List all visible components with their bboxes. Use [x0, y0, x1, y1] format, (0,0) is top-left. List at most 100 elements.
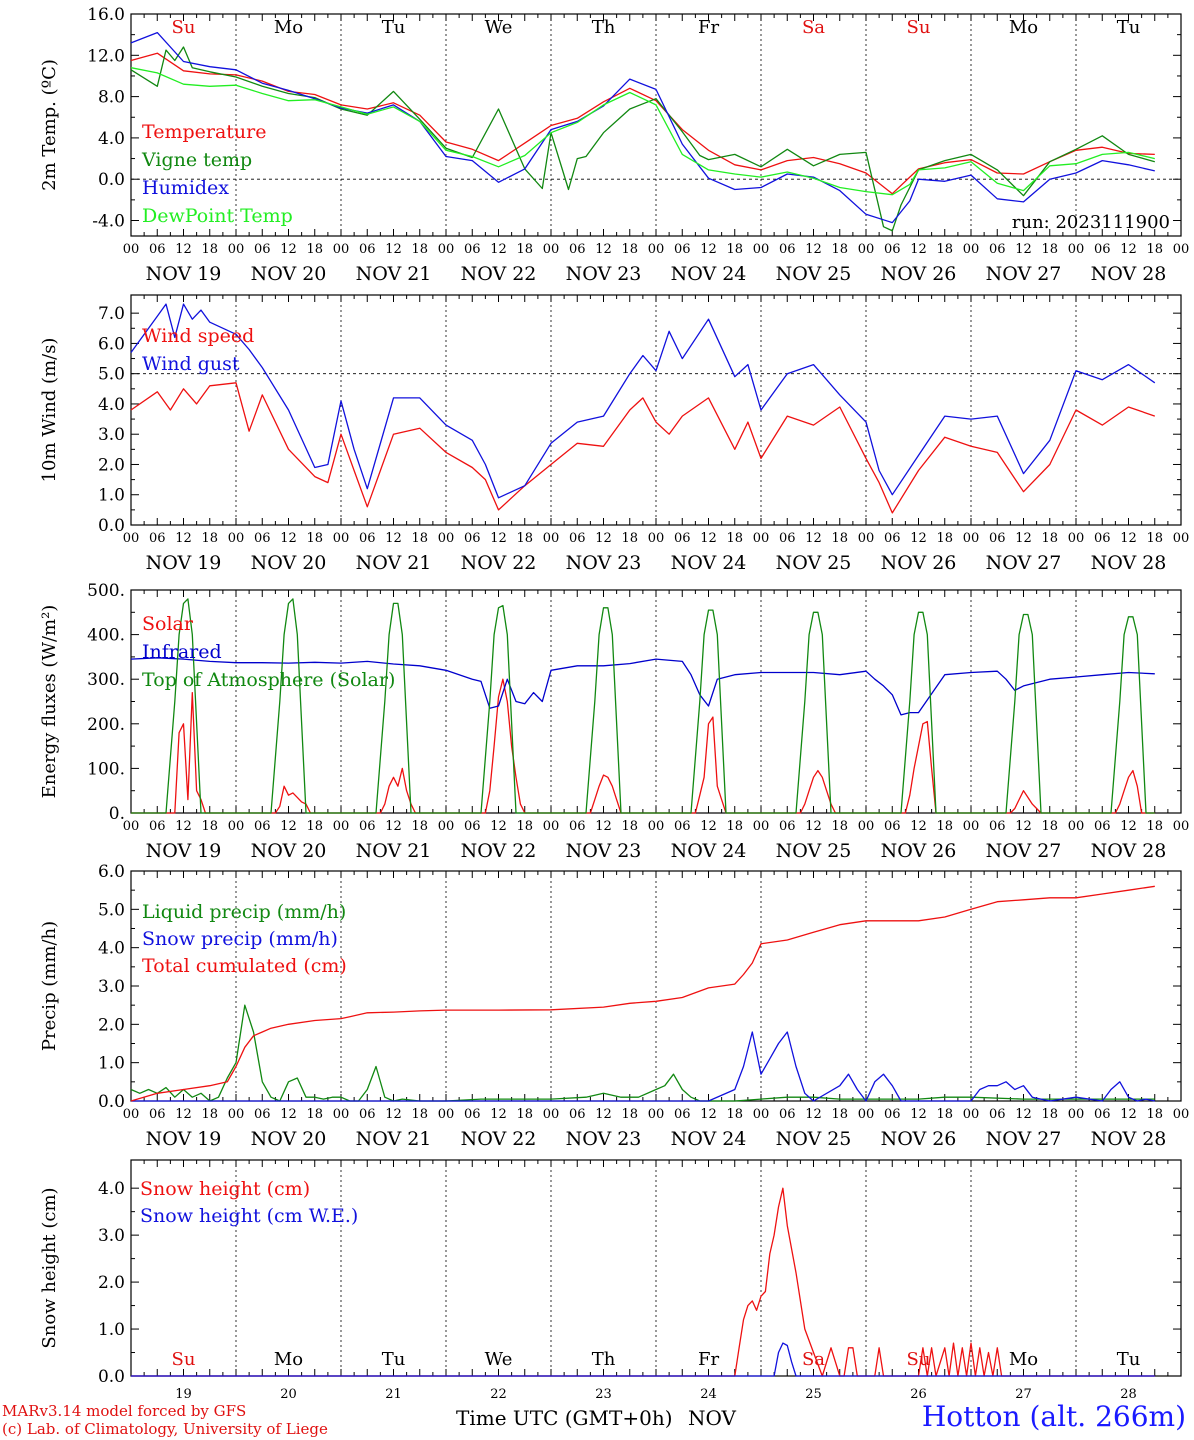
x-hour-label: 00: [963, 242, 980, 257]
weekday-label: Tu: [1117, 17, 1141, 38]
x-hour-label: 00: [228, 242, 245, 257]
x-day-label: NOV 24: [671, 263, 747, 285]
x-hour-label: 18: [306, 1107, 323, 1122]
y-tick-label: 2.0: [98, 1273, 125, 1293]
x-hour-label: 12: [805, 531, 822, 546]
x-hour-label: 12: [490, 531, 507, 546]
y-tick-label: 6.0: [98, 334, 125, 354]
x-hour-label: 18: [1146, 819, 1163, 834]
x-day-label: NOV 26: [881, 552, 957, 574]
x-day-label: NOV 20: [251, 263, 327, 285]
y-tick-label: 0.0: [98, 1092, 125, 1112]
series-line-liquid-precip-mm-h-: [130, 1004, 1155, 1102]
x-hour-label: 12: [700, 531, 717, 546]
x-hour-label: 00: [543, 819, 560, 834]
x-hour-label: 00: [648, 242, 665, 257]
x-hour-label: 06: [254, 1107, 271, 1122]
x-hour-label: 18: [1146, 242, 1163, 257]
x-day-label: NOV 22: [461, 552, 537, 574]
x-hour-label: 18: [516, 819, 533, 834]
x-hour-label: 00: [753, 531, 770, 546]
x-hour-label: 18: [1041, 531, 1058, 546]
x-hour-label: 12: [280, 819, 297, 834]
x-hour-label: 18: [201, 1107, 218, 1122]
series-line-snow-height-cm-w-e-: [131, 1342, 1155, 1377]
x-hour-label: 12: [910, 1107, 927, 1122]
x-hour-label: 18: [411, 1107, 428, 1122]
x-hour-label: 12: [385, 819, 402, 834]
x-hour-label: 06: [464, 531, 481, 546]
x-hour-label: 18: [621, 242, 638, 257]
x-hour-label: 06: [1094, 242, 1111, 257]
x-day-label: NOV 21: [356, 552, 432, 574]
x-hour-label: 00: [1068, 1107, 1085, 1122]
legend-entry: DewPoint Temp: [142, 205, 293, 227]
x-hour-label: 18: [306, 819, 323, 834]
x-day-label: NOV 19: [146, 840, 222, 862]
x-hour-label: 18: [621, 1107, 638, 1122]
weekday-label: Th: [592, 1349, 616, 1370]
x-hour-label: 18: [1146, 531, 1163, 546]
x-hour-label: 06: [779, 819, 796, 834]
x-day-label: NOV 26: [881, 263, 957, 285]
weekday-label: Fr: [698, 17, 719, 38]
weekday-label: Su: [172, 1349, 196, 1370]
x-hour-label: 06: [254, 242, 271, 257]
x-hour-label: 18: [1041, 242, 1058, 257]
x-hour-label: 12: [280, 242, 297, 257]
x-hour-label: 18: [516, 1107, 533, 1122]
series-line-humidex: [130, 31, 1155, 224]
x-hour-label: 18: [831, 819, 848, 834]
series-line-temperature: [130, 52, 1155, 195]
x-hour-label: 00: [543, 242, 560, 257]
x-hour-label: 00: [1068, 242, 1085, 257]
x-hour-label: 12: [175, 242, 192, 257]
x-day-label: NOV 20: [251, 552, 327, 574]
x-day-label: NOV 24: [671, 1128, 747, 1150]
x-hour-label: 00: [123, 531, 140, 546]
x-hour-label: 12: [805, 242, 822, 257]
legend-entry: Wind gust: [142, 353, 240, 375]
x-day-label: NOV 23: [566, 1128, 642, 1150]
y-tick-label: 8.0: [98, 88, 125, 108]
x-day-label: NOV 21: [356, 1128, 432, 1150]
x-hour-label: 12: [595, 242, 612, 257]
x-hour-label: 18: [1146, 1107, 1163, 1122]
legend-entry: Humidex: [142, 177, 229, 199]
x-day-label: NOV 28: [1091, 263, 1167, 285]
y-tick-label: 5.0: [98, 365, 125, 385]
weekday-label: Mo: [274, 1349, 303, 1370]
x-hour-label: 06: [989, 819, 1006, 834]
x-hour-label: 12: [595, 1107, 612, 1122]
x-hour-label: 18: [726, 531, 743, 546]
x-hour-label: 00: [543, 1107, 560, 1122]
x-hour-label: 06: [1094, 819, 1111, 834]
x-hour-label: 06: [149, 242, 166, 257]
x-hour-label: 06: [989, 242, 1006, 257]
x-day-number: 21: [385, 1387, 402, 1402]
x-day-label: NOV 23: [566, 552, 642, 574]
y-tick-label: 500.: [87, 581, 125, 601]
x-day-label: NOV 20: [251, 840, 327, 862]
y-axis-label: 2m Temp. (ºC): [39, 59, 60, 191]
series-line-total-cumulated-cm-: [130, 885, 1155, 1102]
x-hour-label: 06: [569, 242, 586, 257]
weekday-label: Sa: [802, 17, 825, 38]
x-hour-label: 12: [910, 819, 927, 834]
x-hour-label: 18: [621, 531, 638, 546]
legend-entry: Liquid precip (mm/h): [142, 901, 346, 923]
x-hour-label: 06: [779, 531, 796, 546]
series-line-solar: [131, 678, 1155, 814]
panel-wind: [130, 294, 1182, 526]
x-day-number: 23: [595, 1387, 612, 1402]
x-hour-label: 12: [385, 1107, 402, 1122]
x-day-label: NOV 26: [881, 1128, 957, 1150]
x-hour-label: 12: [700, 242, 717, 257]
x-day-label: NOV 27: [986, 263, 1062, 285]
y-tick-label: 6.0: [98, 862, 125, 882]
x-hour-label: 06: [359, 531, 376, 546]
x-hour-label: 06: [464, 1107, 481, 1122]
x-hour-label: 00: [648, 531, 665, 546]
legend-entry: Snow precip (mm/h): [142, 928, 338, 950]
x-hour-label: 06: [779, 1107, 796, 1122]
